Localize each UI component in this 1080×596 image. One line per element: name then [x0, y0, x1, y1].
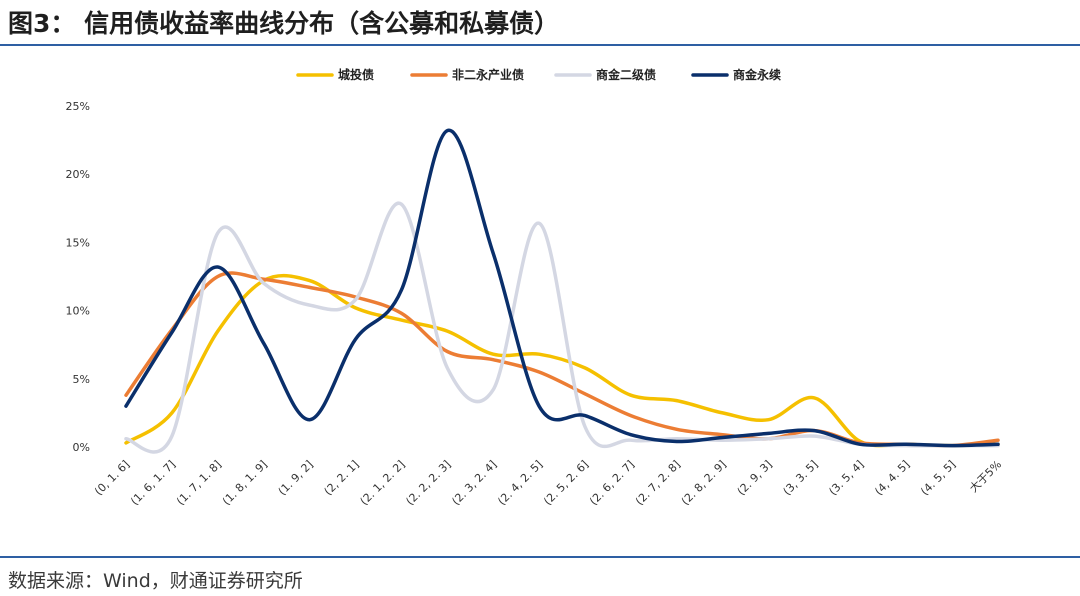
header: 图3： 信用债收益率曲线分布（含公募和私募债）	[0, 0, 1080, 46]
legend-label: 商金二级债	[596, 67, 656, 82]
y-tick-label: 5%	[73, 373, 90, 386]
footer-rule	[0, 556, 1080, 558]
x-tick-label: (2. 6, 2. 7]	[587, 458, 637, 508]
x-tick-label: (2. 4, 2. 5]	[495, 458, 545, 508]
x-tick-label: (4, 4. 5]	[872, 458, 912, 498]
legend-label: 商金永续	[733, 67, 781, 82]
x-tick-label: (3. 5, 4]	[826, 458, 866, 498]
x-tick-label: (2. 9, 3]	[735, 458, 775, 498]
x-tick-label: (2. 1, 2. 2]	[358, 458, 408, 508]
series-line-bank-perpetual	[124, 128, 1000, 448]
x-tick-label: (0, 1. 6]	[92, 458, 132, 498]
x-tick-label: (1. 9, 2]	[276, 458, 316, 498]
x-tick-label: (1. 8, 1. 9]	[220, 458, 270, 508]
y-tick-label: 25%	[66, 100, 90, 113]
x-axis: (0, 1. 6](1. 6, 1. 7](1. 7, 1. 8](1. 8, …	[92, 457, 1004, 508]
x-tick-label: (2. 7, 2. 8]	[633, 458, 683, 508]
x-tick-label: (2. 5, 2. 6]	[541, 458, 591, 508]
x-tick-label: (1. 7, 1. 8]	[174, 458, 224, 508]
yield-distribution-chart: 城投债 非二永产业债 商金二级债 商金永续 0% 5% 10% 15% 20% 25% (0, …	[66, 67, 1005, 508]
x-tick-label: (2. 2, 2. 3]	[403, 458, 453, 508]
series-line-bank-tier2	[124, 201, 1000, 454]
x-tick-label: (2. 8, 2. 9]	[679, 458, 729, 508]
legend-label: 非二永产业债	[452, 67, 524, 82]
x-tick-label: (4. 5, 5]	[918, 458, 958, 498]
x-tick-label: (2. 3, 2. 4]	[449, 458, 499, 508]
chart-legend: 城投债 非二永产业债 商金二级债 商金永续	[296, 67, 781, 82]
x-tick-label: (2, 2. 1]	[322, 458, 362, 498]
y-tick-label: 15%	[66, 236, 90, 249]
x-tick-label: (3, 3. 5]	[781, 458, 821, 498]
y-tick-label: 0%	[73, 441, 90, 454]
y-tick-label: 10%	[66, 305, 90, 318]
legend-label: 城投债	[338, 67, 374, 82]
x-tick-label: (1. 6, 1. 7]	[128, 458, 178, 508]
title-rule	[0, 44, 1080, 46]
x-tick-label: 大于5%	[966, 457, 1004, 495]
y-tick-label: 20%	[66, 168, 90, 181]
source-note: 数据来源：Wind，财通证券研究所	[8, 570, 303, 592]
page-title: 图3： 信用债收益率曲线分布（含公募和私募债）	[8, 9, 560, 38]
y-axis: 0% 5% 10% 15% 20% 25%	[66, 100, 90, 454]
series-lines	[124, 128, 1000, 454]
